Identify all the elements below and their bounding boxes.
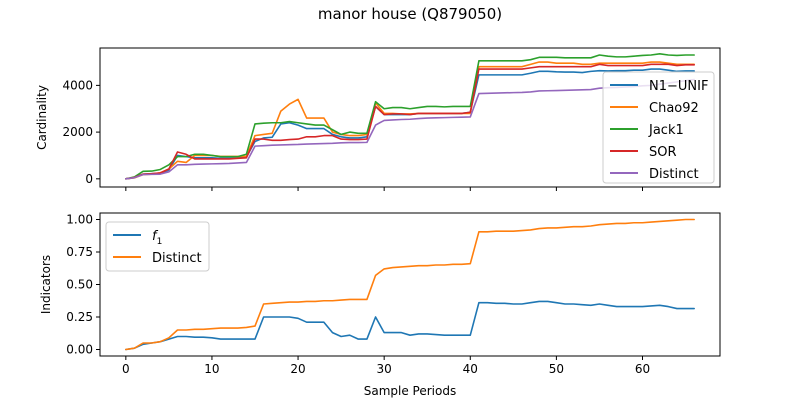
chart0-plot-frame	[99, 47, 721, 188]
chart1-legend-label: Distinct	[152, 251, 202, 266]
chart1-ytick-label: 0.50	[66, 278, 93, 292]
chart1-ytick-label: 0.75	[66, 245, 93, 259]
cardinality-panel: 0 2000 4000 Cardinality N1−UNIF Chao92 Jack1 SO…	[35, 47, 721, 191]
chart1-legend-label-main: f	[152, 229, 159, 244]
chart1-xlabel: Sample Periods	[364, 384, 456, 398]
chart1-ytick-label: 0.00	[66, 343, 93, 357]
chart1-legend: f1 Distinct	[105, 221, 210, 272]
chart0-ytick-label: 2000	[62, 125, 93, 139]
chart1-ylabel: Indicators	[39, 255, 53, 314]
chart1-xtick-label: 0	[122, 362, 130, 376]
chart1-xtick-label: 30	[377, 362, 392, 376]
figure-title: manor house (Q879050)	[318, 5, 502, 23]
indicators-panel: 0 10 20 30 40 50 60 0.00 0.25 0.50 0.75 1.00 Indicat…	[39, 212, 721, 398]
chart0-series-2-line	[125, 53, 695, 180]
chart0-legend-label: N1−UNIF	[649, 79, 708, 94]
chart0-legend: N1−UNIF Chao92 Jack1 SOR Distinct	[602, 71, 715, 184]
chart1-ytick-label: 0.25	[66, 310, 93, 324]
chart1-xtick-label: 10	[204, 362, 219, 376]
chart1-xtick-label: 40	[463, 362, 478, 376]
chart0-ytick-label: 4000	[62, 78, 93, 92]
chart0-legend-box	[602, 71, 715, 184]
chart0-legend-label: Chao92	[649, 101, 699, 116]
chart0-legend-label: Distinct	[649, 167, 699, 182]
chart1-xtick-label: 20	[290, 362, 305, 376]
chart0-series-4-line	[125, 78, 695, 180]
chart0-ylabel: Cardinality	[35, 85, 49, 150]
chart1-series-0-line	[125, 300, 695, 351]
chart0-legend-label: SOR	[649, 145, 677, 160]
chart1-xtick-label: 50	[549, 362, 564, 376]
chart1-ytick-label: 1.00	[66, 213, 93, 227]
chart0-legend-label: Jack1	[648, 123, 684, 138]
chart1-legend-label-sub: 1	[157, 237, 163, 247]
chart0-ytick-label: 0	[85, 172, 93, 186]
chart0-series-3-line	[125, 63, 695, 180]
chart1-series-1-line	[125, 218, 695, 351]
chart1-legend-label: f1	[152, 229, 162, 247]
chart1-xtick-label: 60	[635, 362, 650, 376]
